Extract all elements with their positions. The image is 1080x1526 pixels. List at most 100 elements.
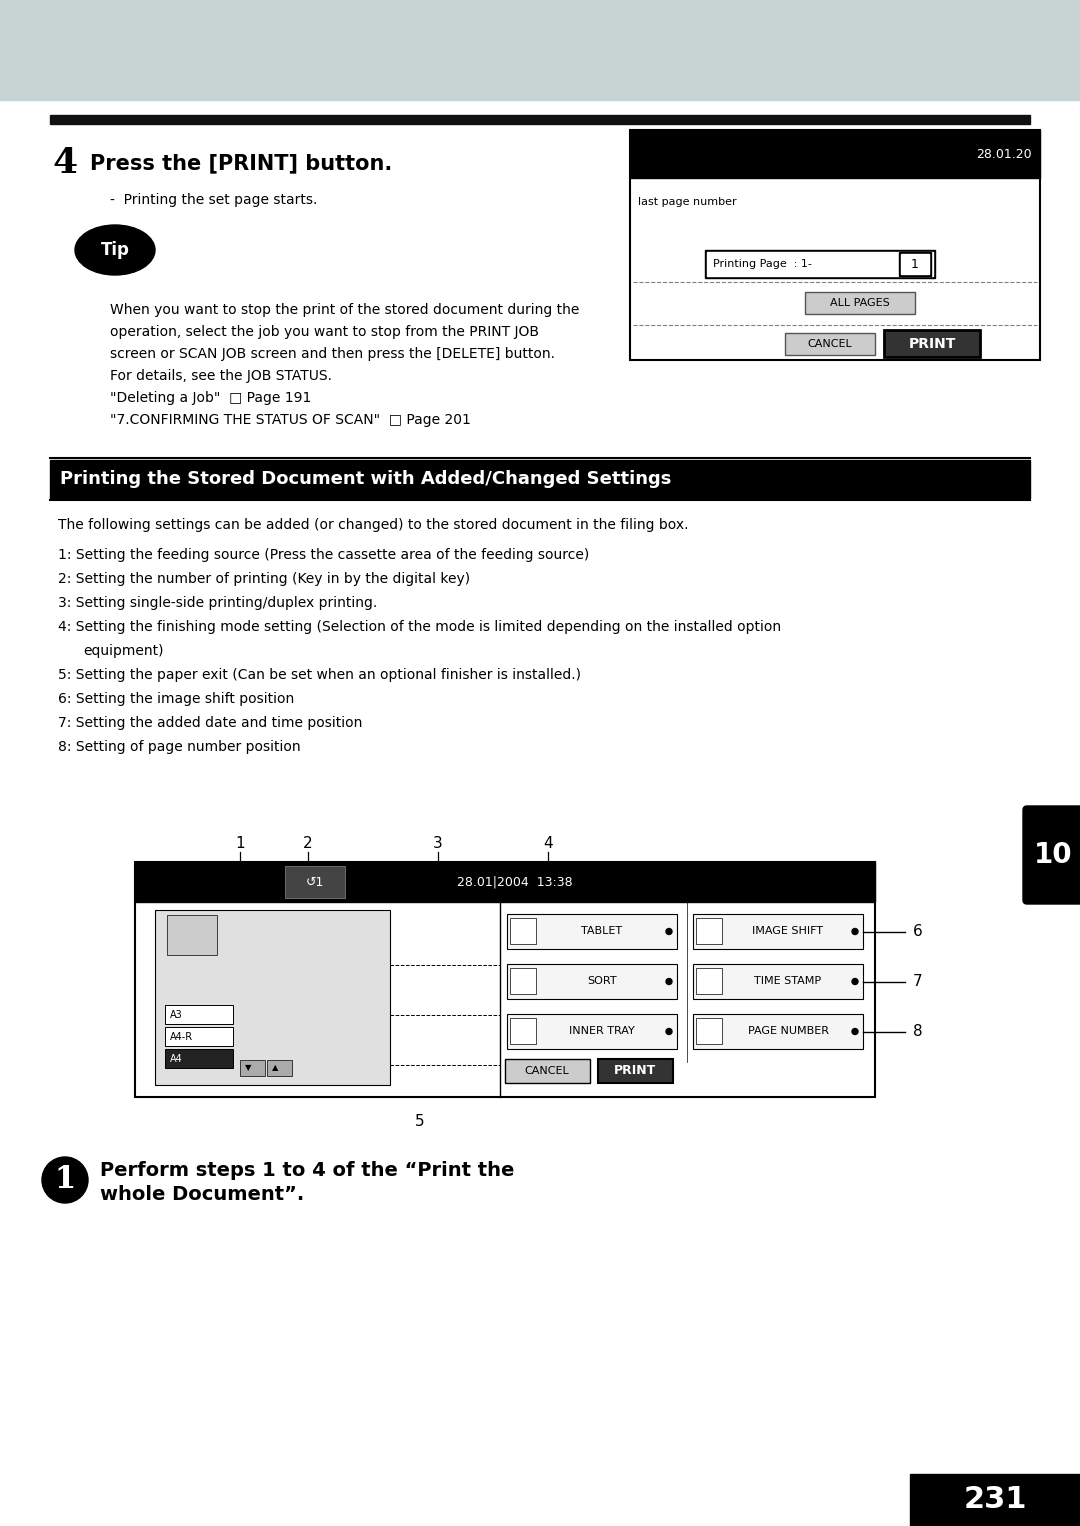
Text: Printing Page  : 1-: Printing Page : 1- [713, 259, 812, 269]
Bar [267, 1061, 292, 1076]
Circle shape [666, 1029, 672, 1035]
Bar [135, 862, 875, 1097]
Text: 1: 1 [54, 1164, 76, 1195]
Text: "7.CONFIRMING THE STATUS OF SCAN"  □ Page 201: "7.CONFIRMING THE STATUS OF SCAN" □ Page… [110, 414, 471, 427]
Text: 8: Setting of page number position: 8: Setting of page number position [58, 740, 300, 754]
Ellipse shape [75, 224, 156, 275]
Text: 6: Setting the image shift position: 6: Setting the image shift position [58, 691, 294, 707]
Text: Press the [PRINT] button.: Press the [PRINT] button. [90, 153, 392, 172]
Bar [165, 1027, 233, 1045]
Bar [285, 865, 345, 897]
Text: 2: Setting the number of printing (Key in by the digital key): 2: Setting the number of printing (Key i… [58, 572, 470, 586]
Bar [165, 1048, 233, 1068]
Text: For details, see the JOB STATUS.: For details, see the JOB STATUS. [110, 369, 332, 383]
Bar [240, 1061, 265, 1076]
Text: ▲: ▲ [272, 1064, 279, 1073]
Text: 1: 1 [54, 1164, 76, 1195]
Bar [805, 291, 915, 314]
Text: 28.01.20: 28.01.20 [976, 148, 1032, 160]
Text: Perform steps 1 to 4 of the “Print the: Perform steps 1 to 4 of the “Print the [100, 1160, 514, 1180]
Text: ▼: ▼ [245, 1064, 252, 1073]
Text: ↺1: ↺1 [306, 876, 324, 888]
Bar [693, 964, 863, 1000]
Circle shape [852, 978, 858, 984]
Text: 5: 5 [415, 1114, 424, 1129]
Text: 4: Setting the finishing mode setting (Selection of the mode is limited dependin: 4: Setting the finishing mode setting (S… [58, 620, 781, 633]
Text: "Deleting a Job"  □ Page 191: "Deleting a Job" □ Page 191 [110, 391, 311, 404]
Bar [50, 114, 1030, 124]
Text: screen or SCAN JOB screen and then press the [DELETE] button.: screen or SCAN JOB screen and then press… [110, 346, 555, 362]
Text: equipment): equipment) [83, 644, 163, 658]
Bar [505, 1059, 590, 1083]
Bar [510, 919, 536, 945]
Bar [630, 130, 1040, 360]
Text: INNER TRAY: INNER TRAY [569, 1027, 635, 1036]
Text: 1: 1 [912, 258, 919, 270]
Text: 231: 231 [963, 1485, 1027, 1514]
Bar [507, 964, 677, 1000]
Bar [135, 862, 875, 902]
Text: TIME STAMP: TIME STAMP [755, 977, 822, 986]
Bar [901, 253, 929, 275]
Text: 3: Setting single-side printing/duplex printing.: 3: Setting single-side printing/duplex p… [58, 597, 377, 610]
Text: 28.01|2004  13:38: 28.01|2004 13:38 [457, 876, 572, 888]
Bar [693, 914, 863, 949]
Bar [885, 330, 980, 357]
Text: 4: 4 [543, 836, 553, 852]
Text: CANCEL: CANCEL [808, 339, 852, 349]
Circle shape [852, 1029, 858, 1035]
Bar [510, 967, 536, 993]
Text: 4: 4 [53, 146, 78, 180]
Bar [696, 967, 723, 993]
Bar [156, 909, 390, 1085]
Bar [507, 1013, 677, 1048]
Bar [785, 333, 875, 356]
Circle shape [666, 928, 672, 934]
Text: operation, select the job you want to stop from the PRINT JOB: operation, select the job you want to st… [110, 325, 539, 339]
Text: Tip: Tip [100, 241, 130, 259]
Text: PAGE NUMBER: PAGE NUMBER [747, 1027, 828, 1036]
Text: IMAGE SHIFT: IMAGE SHIFT [753, 926, 824, 937]
Text: A3: A3 [170, 1010, 183, 1019]
Text: The following settings can be added (or changed) to the stored document in the f: The following settings can be added (or … [58, 517, 689, 533]
Text: -  Printing the set page starts.: - Printing the set page starts. [110, 192, 318, 208]
Bar [507, 914, 677, 949]
Text: 10: 10 [1035, 841, 1072, 868]
Bar [707, 252, 933, 276]
Bar [693, 1013, 863, 1048]
Bar [165, 1006, 233, 1024]
Text: 7: Setting the added date and time position: 7: Setting the added date and time posit… [58, 716, 363, 729]
Text: Printing the Stored Document with Added/Changed Settings: Printing the Stored Document with Added/… [60, 470, 672, 488]
Text: A4: A4 [170, 1053, 183, 1064]
Text: 5: Setting the paper exit (Can be set when an optional finisher is installed.): 5: Setting the paper exit (Can be set wh… [58, 668, 581, 682]
Circle shape [666, 978, 672, 984]
Bar [510, 1018, 536, 1044]
Text: 2: 2 [303, 836, 313, 852]
Text: 3: 3 [433, 836, 443, 852]
Text: 1: 1 [235, 836, 245, 852]
Text: A4-R: A4-R [170, 1032, 193, 1042]
Text: whole Document”.: whole Document”. [100, 1186, 305, 1204]
FancyBboxPatch shape [1023, 806, 1080, 903]
Text: TABLET: TABLET [581, 926, 622, 937]
Text: 8: 8 [913, 1024, 922, 1039]
Text: 6: 6 [913, 925, 922, 938]
Bar [910, 1474, 1080, 1526]
Text: 1: Setting the feeding source (Press the cassette area of the feeding source): 1: Setting the feeding source (Press the… [58, 548, 590, 562]
Text: SORT: SORT [588, 977, 617, 986]
Bar [630, 130, 1040, 179]
Circle shape [852, 928, 858, 934]
Bar [598, 1059, 673, 1083]
Text: PRINT: PRINT [908, 337, 956, 351]
Text: last page number: last page number [638, 197, 737, 208]
Bar [696, 1018, 723, 1044]
Text: 7: 7 [913, 974, 922, 989]
Text: When you want to stop the print of the stored document during the: When you want to stop the print of the s… [110, 304, 579, 317]
Text: ALL PAGES: ALL PAGES [831, 298, 890, 308]
Bar [0, 0, 1080, 101]
Bar [705, 250, 935, 278]
Bar [899, 252, 931, 276]
Bar [167, 916, 217, 955]
Bar [696, 919, 723, 945]
Circle shape [42, 1157, 87, 1202]
